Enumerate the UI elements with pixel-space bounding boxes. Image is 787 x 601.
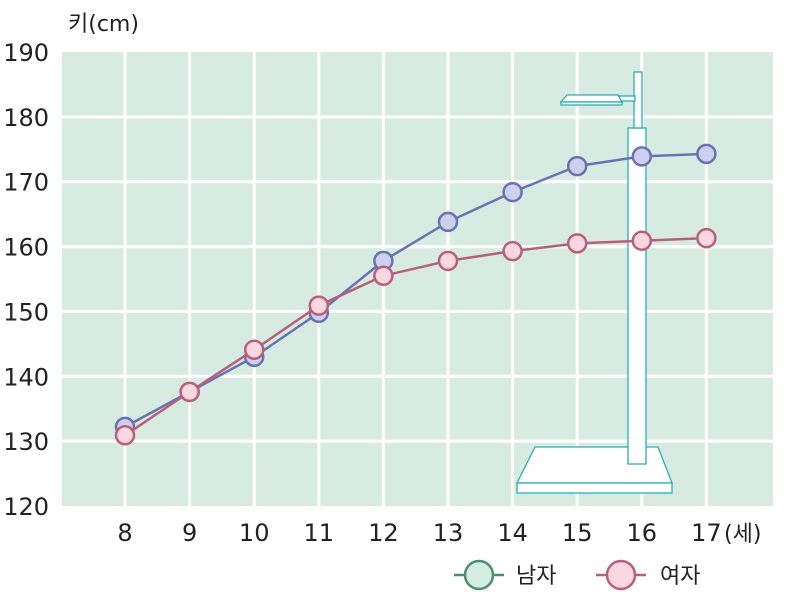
y-tick-label-170: 170 [3, 169, 49, 197]
height-stand-illustration [515, 71, 673, 494]
data-point-s1-x8 [114, 425, 136, 446]
legend-label-male: 남자 [516, 564, 556, 589]
series-line-0 [124, 152, 707, 428]
data-point-s1-x16 [631, 230, 653, 251]
series-line-1 [124, 236, 707, 437]
legend-item-male: 남자 [454, 559, 556, 591]
data-point-s0-x16 [631, 146, 653, 167]
y-axis-label: 키(cm) [68, 12, 139, 37]
data-point-s0-x17 [696, 143, 717, 165]
data-point-s0-x14 [502, 181, 523, 203]
data-point-s1-x14 [502, 240, 523, 262]
y-tick-label-140: 140 [3, 363, 49, 391]
x-tick-label-8: 8 [117, 519, 132, 547]
data-point-s1-x15 [566, 233, 588, 254]
x-tick-label-16: 16 [627, 519, 658, 547]
data-point-s1-x9 [179, 381, 200, 403]
plot-background [62, 52, 773, 506]
data-point-s1-x10 [243, 339, 265, 360]
grid [62, 52, 773, 506]
y-tick-label-120: 120 [3, 493, 49, 521]
y-tick-labels: 120 130 140 150 160 170 180 190 [3, 39, 49, 521]
legend: 남자 여자 [454, 559, 700, 591]
y-tick-label-150: 150 [3, 298, 49, 326]
x-tick-label-14: 14 [497, 519, 528, 547]
y-tick-label-180: 180 [3, 104, 49, 132]
data-point-s1-x12 [373, 265, 394, 287]
x-axis-label: (세) [724, 522, 761, 547]
y-tick-label-160: 160 [3, 234, 49, 262]
x-tick-label-17: 17 [691, 519, 722, 547]
series-group [114, 143, 717, 446]
data-point-s1-x11 [308, 295, 330, 316]
x-tick-label-9: 9 [182, 519, 197, 547]
x-tick-labels: 8 9 10 11 12 13 14 15 16 17 [117, 519, 721, 547]
legend-marker-female [605, 559, 637, 591]
x-tick-label-15: 15 [562, 519, 593, 547]
x-tick-label-10: 10 [239, 519, 270, 547]
y-tick-label-190: 190 [3, 39, 49, 67]
x-tick-label-12: 12 [368, 519, 399, 547]
y-tick-label-130: 130 [3, 428, 49, 456]
legend-label-female: 여자 [660, 564, 700, 589]
data-point-s1-x17 [696, 227, 717, 249]
legend-marker-male [463, 559, 495, 591]
x-tick-label-11: 11 [304, 519, 335, 547]
data-point-s1-x13 [437, 250, 459, 272]
data-point-s0-x13 [437, 211, 459, 233]
data-point-s0-x15 [566, 155, 588, 177]
x-tick-label-13: 13 [433, 519, 464, 547]
legend-item-female: 여자 [596, 559, 700, 591]
